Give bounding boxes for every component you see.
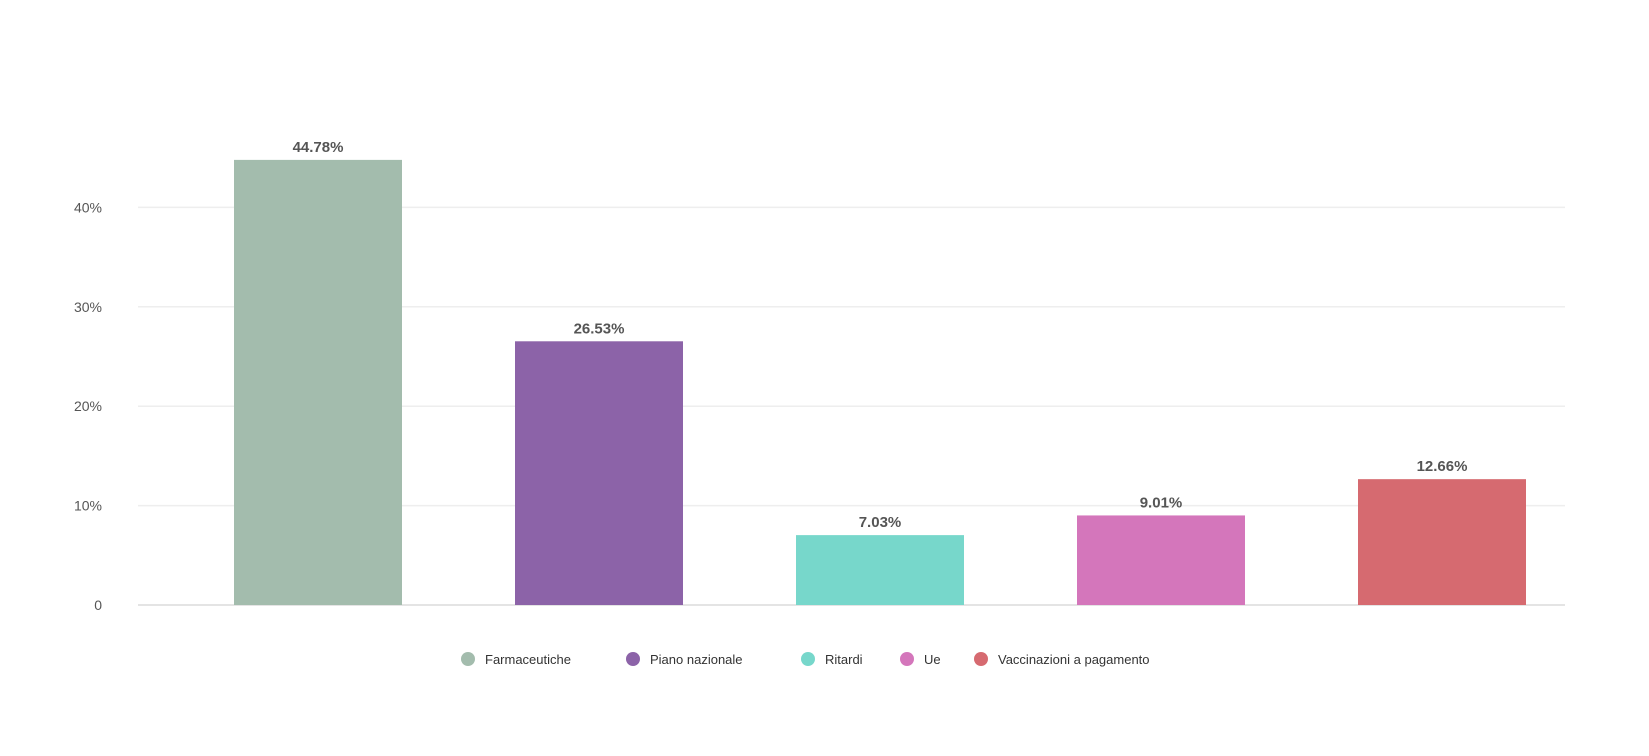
data-label: 26.53% — [574, 320, 625, 337]
legend-item-farmaceutiche[interactable]: Farmaceutiche — [461, 652, 571, 667]
data-label: 44.78% — [293, 139, 344, 156]
y-axis-ticks: 0 10% 20% 30% 40% — [74, 199, 102, 613]
legend-label: Ue — [924, 652, 941, 667]
legend-swatch — [461, 652, 475, 666]
bar-piano-nazionale[interactable] — [515, 341, 683, 605]
legend-swatch — [974, 652, 988, 666]
legend-swatch — [900, 652, 914, 666]
bars — [234, 159, 1526, 606]
bar-ritardi[interactable] — [796, 535, 964, 605]
y-tick-label: 30% — [74, 299, 102, 315]
y-tick-label: 0 — [94, 597, 102, 613]
legend-item-ue[interactable]: Ue — [900, 652, 941, 667]
data-label: 12.66% — [1417, 458, 1468, 475]
data-label: 7.03% — [859, 514, 902, 531]
y-tick-label: 40% — [74, 199, 102, 215]
legend-item-piano-nazionale[interactable]: Piano nazionale — [626, 652, 743, 667]
legend-item-vaccinazioni-a-pagamento[interactable]: Vaccinazioni a pagamento — [974, 652, 1150, 667]
bar-farmaceutiche[interactable] — [234, 159, 402, 606]
y-tick-label: 10% — [74, 498, 102, 514]
legend-swatch — [801, 652, 815, 666]
legend-label: Piano nazionale — [650, 652, 743, 667]
legend-label: Farmaceutiche — [485, 652, 571, 667]
legend-swatch — [626, 652, 640, 666]
legend: Farmaceutiche Piano nazionale Ritardi Ue Vac… — [461, 652, 1150, 667]
data-label: 9.01% — [1140, 494, 1183, 511]
legend-label: Ritardi — [825, 652, 863, 667]
bar-vaccinazioni-a-pagamento[interactable] — [1358, 479, 1526, 605]
legend-item-ritardi[interactable]: Ritardi — [801, 652, 863, 667]
y-tick-label: 20% — [74, 398, 102, 414]
bar-ue[interactable] — [1077, 515, 1245, 605]
data-labels: 44.78% 26.53% 7.03% 9.01% 12.66% — [293, 139, 1468, 531]
legend-label: Vaccinazioni a pagamento — [998, 652, 1150, 667]
